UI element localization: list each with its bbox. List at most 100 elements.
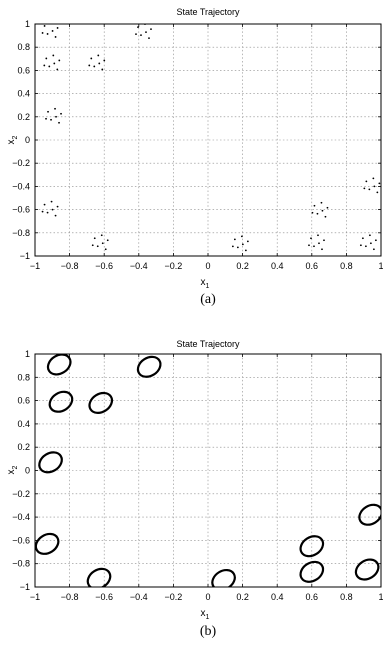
data-point: [106, 239, 109, 242]
data-point: [56, 68, 59, 71]
y-tick-label: 0.4: [17, 89, 30, 99]
point-cluster: [135, 24, 152, 40]
x-tick-label: 0.4: [271, 261, 284, 271]
y-axis-label-main: x: [6, 469, 17, 474]
point-cluster: [41, 25, 59, 38]
x-tick-label: 1: [378, 261, 383, 271]
y-tick-label: −0.6: [12, 205, 30, 215]
data-point: [236, 246, 239, 249]
data-point: [361, 237, 364, 240]
y-tick-label: −0.8: [12, 228, 30, 238]
data-marks: [35, 354, 381, 587]
y-axis-label-main: x: [6, 139, 17, 144]
data-point: [321, 209, 324, 212]
data-point: [101, 242, 104, 245]
point-cluster: [359, 234, 377, 251]
data-point: [100, 234, 103, 237]
data-point: [140, 34, 142, 37]
data-point: [137, 26, 139, 29]
plot-b: −1 1 −0.8 0.8 −0.6 0.6 −0.4 0.4 −0.2 0.2 0 0 0.2 −0.2…: [6, 339, 383, 639]
data-point: [50, 200, 53, 203]
data-point: [148, 37, 150, 40]
data-point: [58, 59, 61, 62]
point-cluster: [91, 234, 109, 251]
x-tick-label: −0.2: [165, 261, 183, 271]
point-cluster: [43, 54, 61, 71]
orbit-ellipse: [136, 355, 162, 378]
orbit-ellipse: [354, 558, 380, 581]
point-cluster: [311, 201, 329, 218]
data-point: [50, 118, 52, 121]
y-tick-label: −0.4: [12, 512, 30, 522]
data-point: [103, 59, 106, 62]
point-cluster: [41, 200, 59, 217]
data-point: [369, 242, 372, 245]
data-point: [53, 62, 56, 65]
data-point: [365, 180, 368, 183]
y-tick-label: −1: [20, 251, 30, 261]
orbit-ellipse: [358, 503, 381, 526]
x-tick-label: −0.6: [95, 261, 113, 271]
data-point: [145, 31, 147, 34]
data-point: [373, 185, 376, 188]
x-tick-label: −0.4: [130, 592, 148, 602]
orbit-ellipse: [211, 568, 236, 587]
data-point: [318, 242, 320, 245]
data-point: [144, 24, 146, 26]
data-point: [41, 32, 44, 34]
orbit-ellipse: [48, 390, 74, 413]
y-tick-label: 0.6: [17, 65, 30, 75]
data-point: [135, 33, 137, 36]
data-point: [324, 215, 327, 218]
x-axis-label-subscript: 1: [206, 283, 210, 290]
data-point: [364, 245, 367, 248]
data-point: [91, 244, 94, 247]
point-cluster: [88, 54, 106, 71]
y-tick-label: −0.2: [12, 489, 30, 499]
orbit-ellipse: [46, 354, 72, 376]
data-point: [320, 201, 323, 204]
data-point: [54, 107, 56, 110]
data-point: [363, 187, 366, 190]
y-tick-label: 0.8: [17, 42, 30, 52]
orbit-ellipse: [86, 567, 112, 587]
data-point: [378, 182, 381, 185]
x-axis-label-subscript: 1: [206, 614, 210, 621]
data-point: [47, 110, 49, 113]
data-point: [90, 57, 93, 60]
data-point: [51, 208, 54, 211]
data-point: [45, 117, 47, 120]
data-point: [93, 65, 96, 68]
point-cluster: [308, 234, 325, 251]
data-point: [244, 249, 247, 252]
data-point: [98, 62, 101, 65]
y-tick-label: 0: [25, 135, 30, 145]
data-point: [311, 211, 314, 214]
data-point: [56, 27, 59, 29]
data-point: [313, 204, 316, 207]
x-tick-label: 0.6: [306, 261, 319, 271]
x-tick-label: 0: [205, 592, 210, 602]
x-tick-label: −0.8: [61, 261, 79, 271]
data-point: [368, 188, 371, 191]
point-cluster: [231, 235, 249, 252]
x-tick-label: 0: [205, 261, 210, 271]
panel-caption: (a): [200, 292, 216, 307]
y-tick-label: −0.2: [12, 158, 30, 168]
data-point: [313, 245, 315, 248]
x-axis-label-main: x: [201, 608, 206, 619]
x-tick-label: −1: [30, 592, 40, 602]
y-tick-label: 0.2: [17, 112, 30, 122]
x-tick-label: −1: [30, 261, 40, 271]
data-point: [97, 54, 100, 57]
data-point: [54, 214, 57, 217]
x-tick-label: 0.6: [306, 592, 319, 602]
data-point: [60, 112, 62, 115]
y-tick-label: 0.6: [17, 396, 30, 406]
data-point: [321, 248, 323, 251]
y-tick-label: −1: [20, 582, 30, 592]
y-tick-label: −0.8: [12, 559, 30, 569]
data-point: [101, 68, 104, 71]
x-tick-label: 0.8: [340, 592, 353, 602]
